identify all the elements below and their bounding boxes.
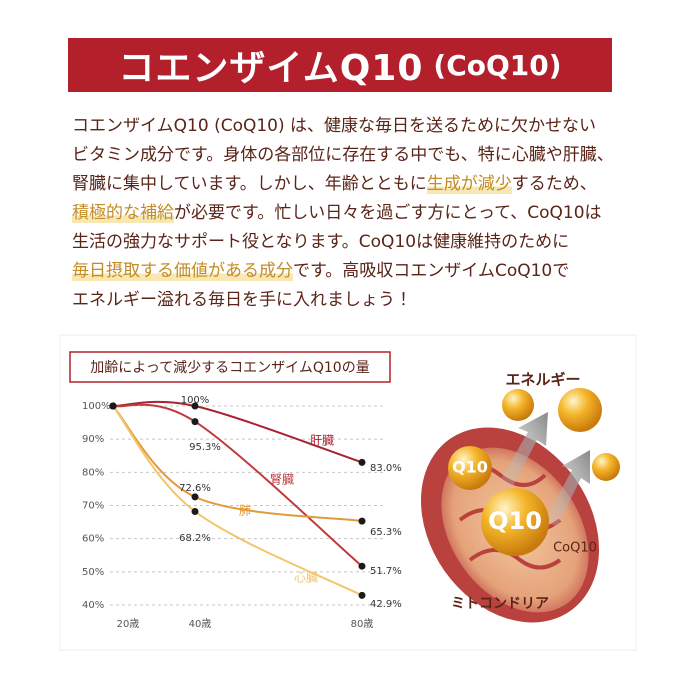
- arrow: [545, 450, 590, 527]
- series-label: 肝臓: [310, 434, 334, 448]
- illustration: Q10 Q10 エネルギー CoQ10 ミトコンドリア: [420, 371, 620, 623]
- y-tick-label: 80%: [82, 467, 104, 478]
- text: するため、: [511, 174, 597, 194]
- point: [358, 591, 366, 599]
- energy-sphere: [502, 389, 534, 421]
- text: コエンザイムQ10 (CoQ10) は、健康な毎日を送るために欠かせない: [72, 116, 597, 136]
- mitochondria-label: ミトコンドリア: [451, 596, 549, 612]
- y-tick-label: 90%: [82, 434, 104, 445]
- point: [191, 507, 199, 515]
- text: ビタミン成分です。身体の各部位に存在する中でも、特に心臓や肝臓、: [72, 145, 614, 165]
- arrow: [500, 412, 548, 488]
- text: が必要です。忙しい日々を過ごす方にとって、CoQ10は: [174, 203, 602, 223]
- value-label: 83.0%: [370, 463, 402, 474]
- value-label: 42.9%: [370, 599, 402, 610]
- point: [191, 418, 199, 426]
- emphasis: 生成が減少: [426, 174, 512, 194]
- point: [109, 402, 117, 410]
- x-tick-label: 80歳: [351, 618, 374, 630]
- paragraph-line: コエンザイムQ10 (CoQ10) は、健康な毎日を送るために欠かせない: [72, 112, 632, 141]
- series-label: 心臓: [294, 571, 318, 585]
- paragraph-line: 生活の強力なサポート役となります。CoQ10は健康維持のために: [72, 228, 632, 257]
- series-label: 肺: [239, 504, 251, 518]
- coq10-label: CoQ10: [553, 541, 597, 556]
- subtitle: (CoQ10): [433, 48, 562, 82]
- emphasis: 毎日摂取する価値がある成分: [72, 261, 293, 281]
- q10-sphere: [481, 488, 549, 556]
- point: [191, 402, 199, 410]
- series-label: 腎臓: [270, 473, 294, 487]
- text: 生活の強力なサポート役となります。CoQ10は健康維持のために: [72, 232, 570, 252]
- text: エネルギー溢れる毎日を手に入れましょう！: [72, 290, 412, 310]
- x-tick-label: 40歳: [189, 618, 212, 630]
- chart-title: 加齢によって減少するコエンザイムQ10の量: [90, 359, 369, 376]
- line: [112, 403, 363, 567]
- point: [191, 493, 199, 501]
- value-label: 95.3%: [189, 442, 221, 453]
- line: [112, 400, 363, 464]
- q10-label: Q10: [488, 507, 542, 535]
- q10-label: Q10: [452, 458, 488, 477]
- value-label: 65.3%: [370, 527, 402, 538]
- value-label: 68.2%: [179, 533, 211, 544]
- header-banner: コエンザイムQ10 (CoQ10): [68, 38, 612, 92]
- chart-title-box: [69, 351, 391, 383]
- paragraph-line: 毎日摂取する価値がある成分です。高吸収コエンザイムCoQ10で: [72, 257, 632, 286]
- value-label: 100%: [181, 395, 210, 406]
- y-tick-label: 70%: [82, 501, 104, 512]
- value-label: 51.7%: [370, 566, 402, 577]
- point: [358, 562, 366, 570]
- y-tick-label: 60%: [82, 534, 104, 545]
- paragraph-line: エネルギー溢れる毎日を手に入れましょう！: [72, 286, 632, 315]
- y-tick-label: 100%: [82, 401, 111, 412]
- y-tick-label: 40%: [82, 600, 104, 611]
- energy-sphere: [592, 453, 620, 481]
- emphasis: 積極的な補給: [72, 203, 174, 223]
- energy-sphere: [558, 388, 602, 432]
- point: [358, 458, 366, 466]
- y-tick-label: 50%: [82, 567, 104, 578]
- point: [358, 517, 366, 525]
- paragraph: コエンザイムQ10 (CoQ10) は、健康な毎日を送るために欠かせない ビタミン…: [72, 112, 632, 315]
- paragraph-line: 積極的な補給が必要です。忙しい日々を過ごす方にとって、CoQ10は: [72, 199, 632, 228]
- q10-sphere: [448, 446, 492, 490]
- paragraph-line: ビタミン成分です。身体の各部位に存在する中でも、特に心臓や肝臓、: [72, 141, 632, 170]
- title: コエンザイムQ10: [118, 48, 424, 89]
- text: 腎臓に集中しています。しかし、年齢とともに: [72, 174, 427, 194]
- paragraph-line: 腎臓に集中しています。しかし、年齢とともに生成が減少するため、: [72, 170, 632, 199]
- value-label: 72.6%: [179, 483, 211, 494]
- x-tick-label: 20歳: [117, 618, 140, 630]
- text: です。高吸収コエンザイムCoQ10で: [293, 261, 570, 281]
- energy-label: エネルギー: [505, 371, 580, 389]
